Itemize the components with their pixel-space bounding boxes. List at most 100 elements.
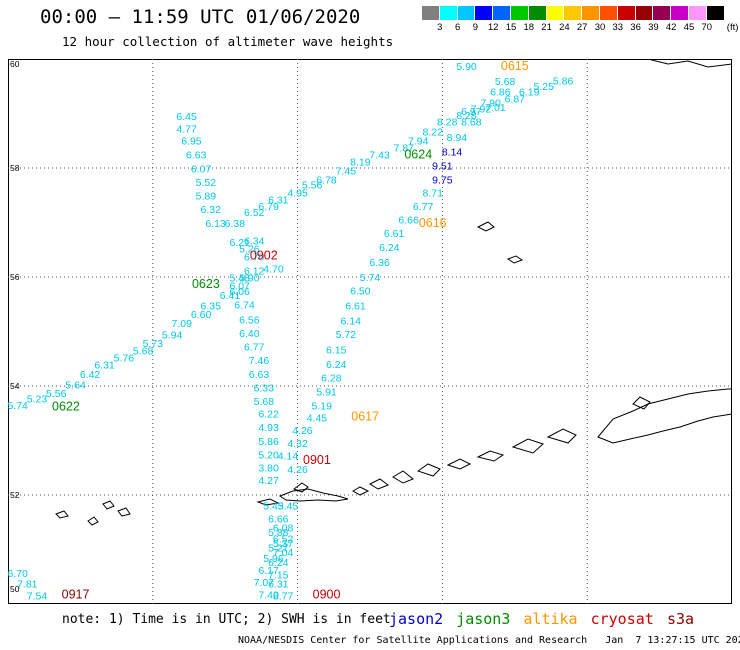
legend-swatch — [546, 6, 565, 20]
wave-height-value: 6.77 — [413, 201, 434, 213]
wave-height-value: 7.09 — [172, 318, 193, 330]
coast-segment — [117, 507, 131, 517]
map-frame — [8, 59, 732, 604]
legend-swatch — [599, 6, 618, 20]
wave-height-value: 5.48 — [229, 272, 250, 284]
wave-height-value: 7.40 — [258, 590, 279, 602]
coast-segment — [511, 438, 544, 454]
legend-label: 27 — [576, 22, 588, 33]
wave-height-value: 6.86 — [490, 87, 511, 99]
wave-height-value: 6.31 — [268, 579, 289, 591]
wave-height-value: 6.17 — [258, 565, 279, 577]
wave-height-value: 5.88 — [268, 527, 289, 539]
lon-tick-label: -168 — [579, 603, 596, 604]
wave-height-value: 7.46 — [249, 355, 270, 367]
altimeter-map[interactable]: 5.905.68 5.865.256.196.866.877.907.017.92… — [8, 59, 732, 604]
wave-height-value: 5.96 — [263, 553, 284, 565]
wave-height-value: 5.74 — [360, 272, 381, 284]
wave-height-value: 8.19 — [350, 156, 371, 168]
wave-height-value: 9.75 — [432, 174, 453, 186]
wave-height-value: 8.68 — [461, 116, 482, 128]
legend-swatch — [635, 6, 654, 20]
wave-height-value: 6.24 — [326, 359, 347, 371]
legend-label: 12 — [487, 22, 499, 33]
coast-segment — [597, 388, 732, 444]
legend-swatch — [493, 6, 511, 20]
wave-height-value: 6.45 — [176, 111, 197, 123]
wave-height-value: 4.14 — [278, 451, 299, 463]
wave-height-value: 5.90 — [239, 272, 260, 284]
wave-height-value: 6.61 — [345, 301, 366, 313]
wave-height-value: 8.28 — [437, 116, 458, 128]
wave-height-value: 6.70 — [8, 568, 28, 580]
satellite-legend-s3a: s3a — [667, 610, 695, 628]
wave-height-value: 8.14 — [442, 146, 463, 158]
wave-height-value: 5.25 — [534, 81, 555, 93]
coast-segment — [416, 463, 441, 477]
legend-label: 21 — [541, 22, 552, 33]
wave-height-value: 5.45 — [278, 501, 299, 513]
wave-height-value: 7.45 — [336, 166, 357, 178]
wave-height-value: 5.86 — [553, 76, 574, 88]
wave-height-value: 5.23 — [27, 393, 48, 405]
track-time-label: 0624 — [404, 148, 432, 162]
wave-height-value: 6.12 — [244, 265, 265, 277]
wave-height-value: 5.20 — [258, 449, 279, 461]
wave-height-value: 5.68 — [133, 345, 154, 357]
legend-swatch — [528, 6, 547, 20]
wave-height-value: 7.01 — [485, 102, 506, 114]
track-time-label: 0617 — [351, 409, 379, 423]
wave-height-value: 5.64 — [65, 380, 86, 392]
wave-height-value: 8.22 — [423, 126, 444, 138]
coast-segment — [292, 482, 309, 493]
legend-label: 33 — [612, 22, 624, 33]
coast-segment — [392, 470, 414, 484]
legend-swatch — [475, 6, 494, 20]
axis-labels: -180 -177 -174 -171 -168 -165 60 58 56 54 52 50 — [9, 59, 730, 604]
wave-height-value: 7.54 — [27, 591, 48, 603]
wave-height-value: 5.76 — [114, 352, 135, 364]
lon-tick-label: -180 — [9, 603, 26, 604]
wave-height-value: 6.13 — [205, 218, 226, 230]
coast-segment — [55, 510, 69, 519]
legend-label: 42 — [665, 22, 677, 33]
wave-height-value: 4.70 — [263, 264, 284, 276]
wave-height-value: 6.52 — [273, 533, 294, 545]
footer-note: note: 1) Time is in UTC; 2) SWH is in fe… — [62, 612, 391, 627]
coast-segment — [446, 458, 472, 470]
coast-segment — [278, 488, 349, 502]
legend-label: 70 — [701, 22, 713, 33]
lat-tick-label: 50 — [10, 584, 20, 594]
lon-tick-label: -165 — [713, 603, 730, 604]
wave-height-value: 8.71 — [423, 187, 444, 199]
coastline — [55, 59, 732, 526]
legend-swatch — [564, 6, 583, 20]
wave-height-value: 5.56 — [302, 180, 323, 192]
page-subtitle: 12 hour collection of altimeter wave hei… — [62, 34, 394, 49]
wave-height-value: 9.51 — [432, 161, 453, 173]
wave-height-value: 5.37 — [273, 538, 294, 550]
coast-segment — [256, 498, 280, 506]
coast-segment — [632, 396, 651, 410]
wave-height-value: 8.77 — [273, 591, 294, 603]
wave-height-value: 5.89 — [196, 191, 217, 203]
lon-tick-label: -177 — [144, 603, 161, 604]
wave-height-value: 5.43 — [263, 501, 284, 513]
legend-label: 36 — [630, 22, 641, 33]
wave-height-value: 6.19 — [519, 87, 540, 99]
wave-height-value: 6.24 — [379, 242, 400, 254]
wave-height-value: 6.63 — [249, 369, 270, 381]
wave-height-value: 6.15 — [326, 344, 347, 356]
wave-height-value: 6.66 — [268, 513, 289, 525]
wave-height-value: 6.77 — [244, 342, 265, 354]
track-time-label: 0917 — [62, 588, 90, 602]
wave-height-value: 6.22 — [258, 409, 279, 421]
wave-height-value: 4.27 — [258, 475, 279, 487]
wave-height-value: 5.86 — [258, 436, 279, 448]
track-time-label: 0622 — [52, 400, 80, 414]
legend-swatch — [510, 6, 529, 20]
track-time-label: 0615 — [501, 59, 529, 73]
wave-height-value: 6.70 — [244, 252, 265, 264]
wave-height-value: 4.95 — [287, 187, 308, 199]
